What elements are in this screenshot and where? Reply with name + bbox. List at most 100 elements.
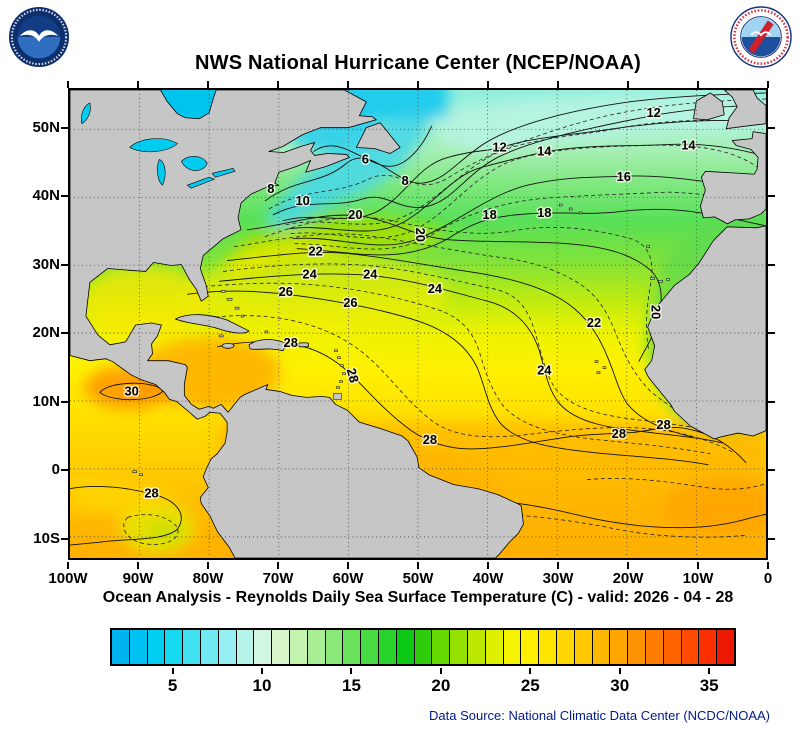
x-axis-label: 50W [402, 570, 434, 587]
colorbar-cell [503, 630, 522, 664]
colorbar-cell [681, 630, 700, 664]
trinidad-island [333, 393, 342, 400]
contour-label: 8 [401, 173, 408, 188]
contour-label: 26 [343, 295, 357, 310]
contour-label: 14 [537, 143, 552, 158]
colorbar-cell [218, 630, 237, 664]
axis-tick [67, 81, 69, 88]
x-axis-label: 90W [122, 570, 154, 587]
contour-label: 22 [587, 315, 601, 330]
x-axis-label: 20W [612, 570, 644, 587]
axis-tick [768, 537, 775, 540]
contour-label: 24 [537, 363, 552, 378]
contour-label: 20 [649, 305, 664, 319]
axis-tick [417, 562, 419, 569]
contour-label: 18 [537, 205, 551, 220]
contour-label: 28 [144, 486, 158, 501]
axis-tick [277, 562, 279, 569]
latlon-grid [70, 90, 766, 558]
y-axis-label: 0 [51, 461, 60, 479]
colorbar-cell [343, 630, 362, 664]
colorbar-cell [236, 630, 255, 664]
sst-map: 6 8 8 10 12 12 14 14 16 18 18 20 20 20 22 22 24 24 24 24 26 2… [70, 90, 766, 558]
axis-tick [137, 562, 139, 569]
x-axis-label: 60W [332, 570, 364, 587]
colorbar-tick [350, 668, 353, 674]
contour-label: 12 [646, 105, 660, 120]
colorbar-cell [129, 630, 148, 664]
colorbar-tick-label: 15 [341, 676, 361, 695]
axis-tick [697, 562, 699, 569]
y-axis-label: 50N [32, 118, 60, 136]
colorbar-cell [361, 630, 379, 664]
lake-superior [129, 138, 178, 153]
contour-label: 24 [363, 266, 378, 281]
contour-label: 22 [308, 244, 322, 259]
contour-label: 14 [681, 138, 696, 153]
axis-tick [137, 81, 139, 88]
contour-label: 28 [423, 432, 437, 447]
axis-tick [61, 332, 68, 335]
axis-tick [487, 562, 489, 569]
axis-tick [627, 562, 629, 569]
colorbar-cell [485, 630, 504, 664]
colorbar-cell [112, 630, 130, 664]
map-plot: 6 8 8 10 12 12 14 14 16 18 18 20 20 20 22 22 24 24 24 24 26 2… [68, 88, 768, 560]
colorbar-tick-label: 5 [167, 676, 178, 695]
y-axis-label: 10S [33, 529, 60, 547]
contour-label: 26 [279, 284, 293, 299]
lake-erie [186, 176, 215, 189]
axis-tick [67, 562, 69, 569]
x-axis-label: 30W [542, 570, 574, 587]
contour-label: 28 [656, 417, 670, 432]
jamaica-island [221, 342, 235, 349]
colorbar-tick [529, 668, 532, 674]
colorbar-cell [521, 630, 540, 664]
colorbar-cell [592, 630, 611, 664]
lake-huron [180, 156, 208, 171]
contour-label: 6 [362, 151, 369, 166]
contour-label: 16 [617, 169, 631, 184]
puerto-rico-island [298, 342, 310, 348]
axis-tick [768, 195, 775, 198]
canary-islands [650, 277, 655, 280]
axis-tick [767, 562, 769, 569]
colorbar-cell [645, 630, 664, 664]
contour-label: 28 [284, 335, 298, 350]
axis-tick [697, 81, 699, 88]
colorbar [110, 628, 736, 666]
azores-islands [558, 203, 563, 207]
colorbar-cell [556, 630, 575, 664]
colorbar-cell [200, 630, 219, 664]
colorbar-cell [610, 630, 629, 664]
axis-tick [557, 81, 559, 88]
axis-tick [768, 332, 775, 335]
small-islands [132, 203, 670, 476]
colorbar-cell [699, 630, 718, 664]
lake-ontario [211, 167, 236, 178]
nws-logo-ring-text [733, 9, 789, 65]
colorbar-cell [432, 630, 451, 664]
axis-tick [207, 81, 209, 88]
contour-label: 24 [302, 266, 317, 281]
axis-tick [768, 263, 775, 266]
x-axis-label: 70W [262, 570, 294, 587]
colorbar-tick-label: 30 [610, 676, 630, 695]
axis-tick [557, 562, 559, 569]
colorbar-cell [378, 630, 397, 664]
ireland-land [693, 92, 725, 121]
cape-verde-islands [594, 360, 599, 363]
contour-label: 30 [124, 383, 138, 398]
contour-label: 20 [413, 228, 428, 242]
colorbar-cell [307, 630, 326, 664]
americas-land [70, 90, 524, 558]
hispaniola-island [248, 339, 289, 352]
axis-tick [61, 469, 68, 472]
madeira-island [646, 245, 650, 248]
contour-label: 12 [492, 139, 506, 154]
x-axis-label: 10W [682, 570, 714, 587]
axis-tick [487, 81, 489, 88]
axis-tick [61, 537, 68, 540]
colorbar-cell [289, 630, 308, 664]
galapagos-islands [132, 470, 137, 473]
